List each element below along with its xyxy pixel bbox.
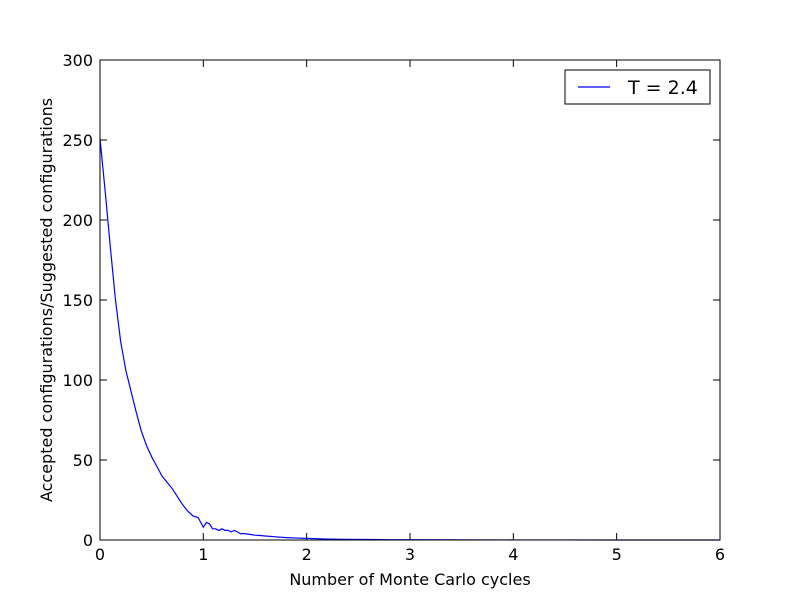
y-tick-label: 200 <box>62 211 93 230</box>
y-tick-label: 300 <box>62 51 93 70</box>
x-axis-label: Number of Monte Carlo cycles <box>289 570 530 589</box>
legend: T = 2.4 <box>564 69 711 105</box>
y-tick-label: 150 <box>62 291 93 310</box>
x-tick-label: 4 <box>508 545 518 564</box>
x-tick-label: 0 <box>95 545 105 564</box>
series-layer <box>99 138 720 541</box>
legend-label: T = 2.4 <box>627 77 698 99</box>
y-tick-label: 250 <box>62 131 93 150</box>
plot-frame <box>99 59 721 541</box>
x-tick-label: 2 <box>302 545 312 564</box>
y-tick-label: 100 <box>62 371 93 390</box>
y-tick-label: 50 <box>73 451 93 470</box>
y-axis-label: Accepted configurations/Suggested config… <box>37 98 56 502</box>
x-tick-label: 5 <box>612 545 622 564</box>
series-line <box>99 138 720 541</box>
y-axis-ticks: 0 50 100 150 200 250 300 <box>62 51 720 550</box>
y-tick-label: 0 <box>83 531 93 550</box>
plot-area <box>100 60 720 540</box>
x-tick-label: 6 <box>715 545 725 564</box>
x-tick-label: 1 <box>198 545 208 564</box>
x-tick-label: 3 <box>405 545 415 564</box>
